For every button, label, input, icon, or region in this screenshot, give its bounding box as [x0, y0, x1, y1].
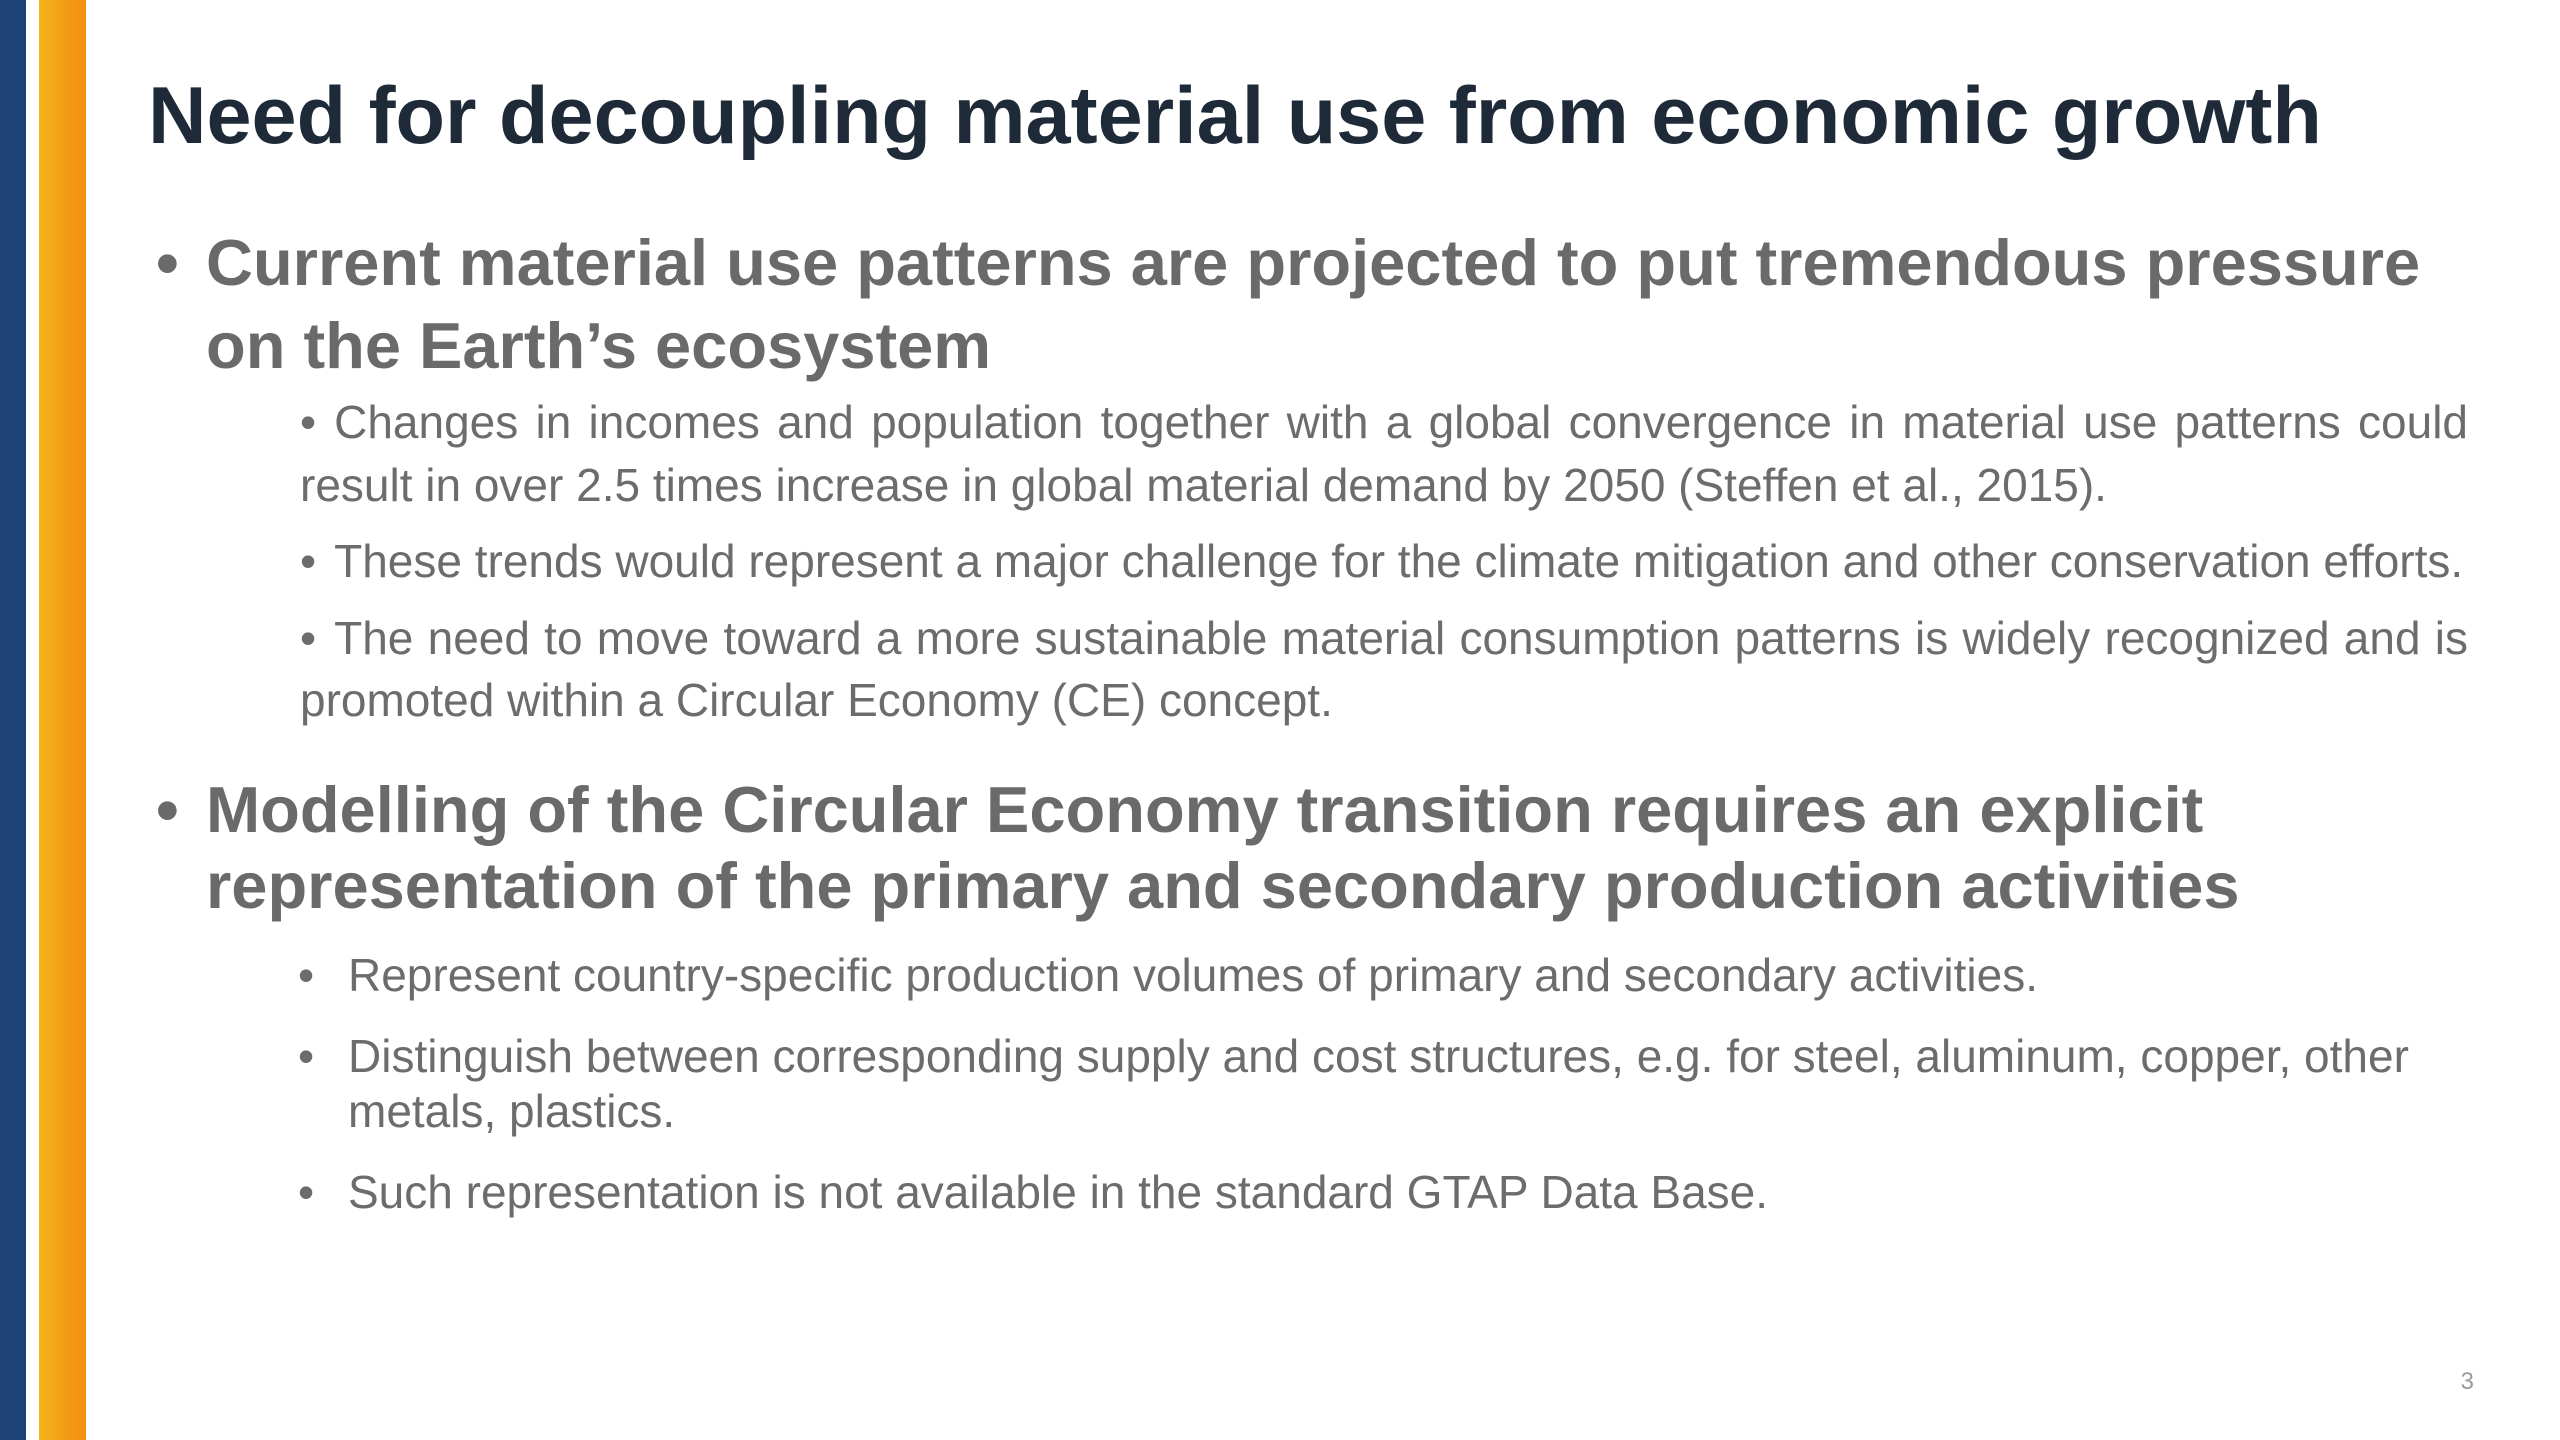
- sub-bullet-list: • Represent country-specific production …: [148, 948, 2468, 1221]
- page-number: 3: [2460, 1368, 2474, 1395]
- bullet-dot: •: [298, 1030, 315, 1083]
- sub-bullet-item: • These trends would represent a major ch…: [300, 530, 2468, 593]
- sub-bullet-text: Represent country-specific production vo…: [348, 948, 2038, 1001]
- sub-bullet-item: • Distinguish between corresponding supp…: [298, 1029, 2468, 1139]
- bullet-dot: •: [300, 396, 317, 449]
- sub-bullet-list: • Changes in incomes and population toget…: [148, 391, 2468, 732]
- bullet-dot: •: [298, 1166, 315, 1219]
- sub-bullet-item: • Represent country-specific production …: [298, 948, 2468, 1003]
- left-accent-bar-orange: [39, 0, 86, 1440]
- sub-bullet-text: These trends would represent a major cha…: [334, 535, 2464, 588]
- sub-bullet-item: • Changes in incomes and population toget…: [300, 391, 2468, 516]
- left-accent-bar-blue: [0, 0, 26, 1440]
- sub-bullet-text: Changes in incomes and population togeth…: [300, 396, 2468, 511]
- main-bullet-text: Current material use patterns are projec…: [206, 226, 2421, 382]
- main-bullet-material-use: • Current material use patterns are proj…: [148, 222, 2468, 387]
- sub-bullet-text: Such representation is not available in …: [348, 1166, 1769, 1219]
- sub-bullet-text: The need to move toward a more sustainab…: [300, 611, 2468, 727]
- sub-bullet-item: • Such representation is not available i…: [298, 1165, 2468, 1220]
- slide-body: • Current material use patterns are proj…: [148, 222, 2468, 1247]
- main-bullet-circular-economy: • Modelling of the Circular Economy tran…: [148, 772, 2468, 924]
- sub-bullet-item: • The need to move toward a more sustaina…: [300, 607, 2468, 732]
- bullet-dot: •: [300, 535, 317, 588]
- bullet-dot: •: [156, 772, 179, 846]
- bullet-dot: •: [298, 948, 315, 1001]
- left-accent-gap: [26, 0, 39, 1440]
- slide-title: Need for decoupling material use from ec…: [148, 71, 2322, 161]
- bullet-dot: •: [300, 611, 317, 664]
- sub-bullet-text: Distinguish between corresponding supply…: [348, 1030, 2409, 1138]
- main-bullet-text: Modelling of the Circular Economy transi…: [206, 772, 2240, 922]
- bullet-dot: •: [156, 226, 179, 299]
